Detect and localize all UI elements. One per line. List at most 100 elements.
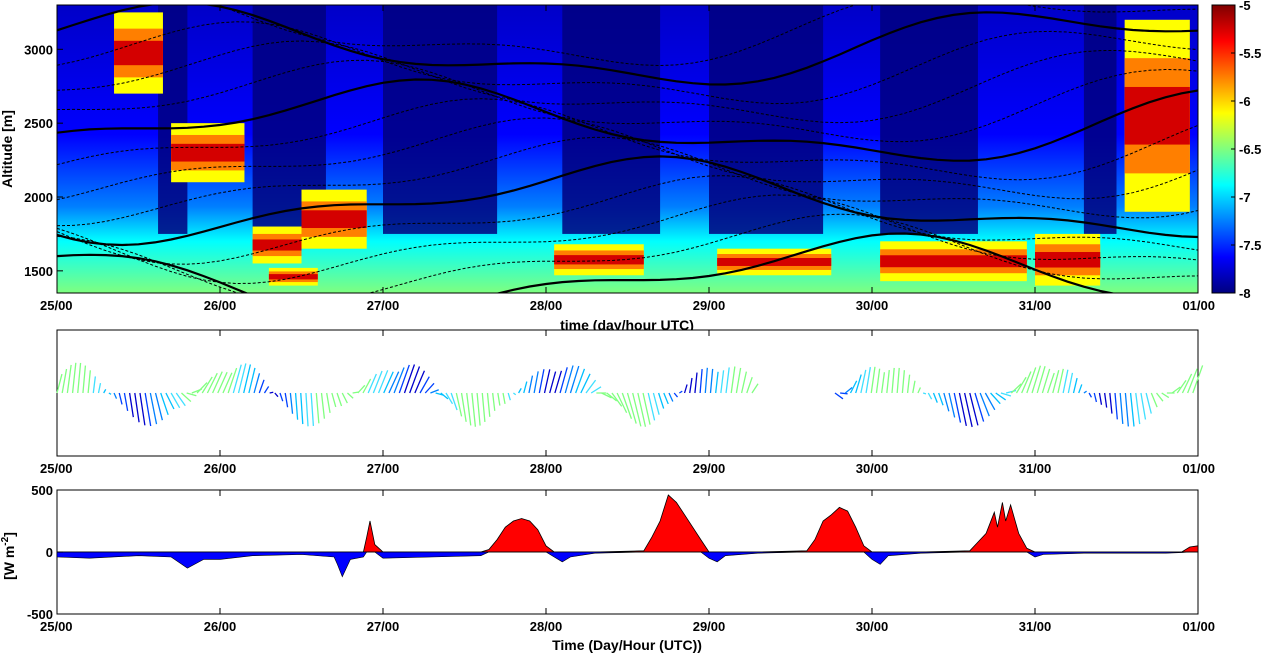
contour-line	[57, 213, 1198, 293]
wind-vector	[388, 371, 400, 394]
wind-vector	[289, 392, 294, 414]
wind-vector	[746, 376, 753, 394]
wind-vector	[181, 392, 192, 403]
wind-vector	[709, 368, 714, 394]
x-tick-label: 31/00	[1019, 619, 1052, 634]
colorbar-tick-label: -7	[1239, 190, 1251, 205]
wind-vector	[113, 392, 118, 399]
wind-vector	[564, 365, 574, 394]
wind-vector	[248, 367, 256, 394]
x-tick-label: 30/00	[856, 619, 889, 634]
x-tick-label: 30/00	[856, 461, 889, 476]
wind-vector	[466, 392, 472, 426]
heatmap-ylabel: Altitude [m]	[0, 110, 15, 188]
wind-vector	[419, 376, 430, 394]
wind-vector	[217, 371, 228, 394]
wind-vector	[103, 388, 107, 394]
wind-vector	[377, 370, 389, 394]
wind-vector	[108, 392, 112, 395]
x-tick-label: 29/00	[693, 619, 726, 634]
wind-vector	[849, 380, 858, 394]
wind-vector	[237, 363, 247, 394]
wind-vector	[160, 392, 169, 416]
wind-vector	[616, 392, 628, 414]
wind-vector	[611, 392, 623, 407]
x-tick-label: 01/00	[1182, 461, 1215, 476]
wind-vector	[294, 392, 299, 420]
x-tick-label: 29/00	[693, 298, 726, 313]
wind-vector	[844, 387, 853, 394]
wind-vector	[990, 392, 1001, 405]
flux-ylabel-sup: -2	[0, 536, 11, 545]
wind-vector	[1145, 392, 1152, 414]
flux-ylabel-end: ]	[1, 532, 17, 537]
wind-vector	[513, 392, 517, 396]
quiver-x-ticks: 25/00 26/00 27/00 28/00 29/00 30/00 31/00 01/00	[40, 330, 1215, 476]
heatmap-panel: 1500 2000 2500 3000 25/00 26/00 27/00 28/00 29/…	[0, 4, 1215, 333]
wind-vector	[896, 367, 900, 394]
contour-lines	[57, 5, 1198, 293]
wind-vector	[87, 370, 91, 394]
wind-vector	[243, 364, 252, 394]
wind-vector	[668, 392, 674, 402]
wind-vector	[901, 370, 906, 394]
wind-vector	[549, 371, 557, 394]
wind-vector	[518, 387, 522, 394]
wind-vector	[1129, 392, 1135, 427]
x-tick-label: 30/00	[856, 298, 889, 313]
wind-vector	[1135, 392, 1141, 425]
wind-vector	[1072, 377, 1078, 394]
wind-vector	[647, 392, 656, 421]
wind-vector	[906, 374, 911, 394]
flux-panel: -500 0 500 25/00 26/00 27/00 28/00 29/00 30/00 3…	[0, 483, 1215, 653]
wind-vector	[1052, 370, 1060, 394]
wind-vector	[1015, 376, 1027, 394]
wind-vector	[559, 367, 568, 394]
wind-vector	[575, 368, 586, 394]
colorbar-tick-label: -6	[1239, 94, 1251, 109]
wind-vector	[258, 379, 265, 394]
wind-vector	[232, 364, 242, 394]
wind-vector	[149, 392, 158, 425]
clear-column	[562, 5, 661, 234]
x-tick-label: 25/00	[40, 619, 73, 634]
wind-vector	[1161, 392, 1170, 399]
wind-vector	[642, 392, 651, 425]
wind-vector	[430, 389, 439, 394]
contour-line	[57, 136, 1198, 227]
contour-line	[216, 5, 1198, 67]
x-tick-label: 31/00	[1019, 461, 1052, 476]
wind-vector	[1098, 392, 1103, 405]
wind-vector	[481, 392, 486, 423]
wind-vector	[585, 379, 597, 394]
wind-vector	[331, 392, 337, 408]
clear-column	[383, 5, 498, 234]
wind-vector	[170, 392, 181, 409]
wind-vector	[865, 367, 871, 394]
wind-vector	[139, 392, 146, 426]
y-tick-label: 2500	[24, 116, 53, 131]
wind-vector	[880, 372, 886, 394]
wind-vector	[1187, 368, 1198, 394]
wind-vector	[875, 368, 881, 394]
wind-vector	[601, 392, 612, 399]
wind-vector	[730, 366, 736, 394]
wind-vector	[932, 392, 938, 403]
x-tick-label: 26/00	[204, 461, 237, 476]
wind-vector	[154, 392, 163, 421]
colorbar-tick-label: -5	[1239, 0, 1251, 13]
wind-vector	[175, 392, 186, 407]
x-tick-label: 26/00	[204, 298, 237, 313]
quiver-panel: 25/00 26/00 27/00 28/00 29/00 30/00 31/00 01/00	[40, 329, 1215, 476]
wind-vector	[958, 392, 967, 427]
wind-vector	[1021, 371, 1032, 394]
wind-vector	[740, 371, 748, 394]
clear-column	[880, 5, 978, 234]
wind-vector	[253, 373, 261, 394]
cloud-layer-core	[268, 274, 318, 280]
wind-vector	[1088, 392, 1093, 398]
wind-vector	[92, 376, 97, 394]
wind-vector	[694, 372, 698, 394]
wind-vector	[507, 392, 511, 401]
